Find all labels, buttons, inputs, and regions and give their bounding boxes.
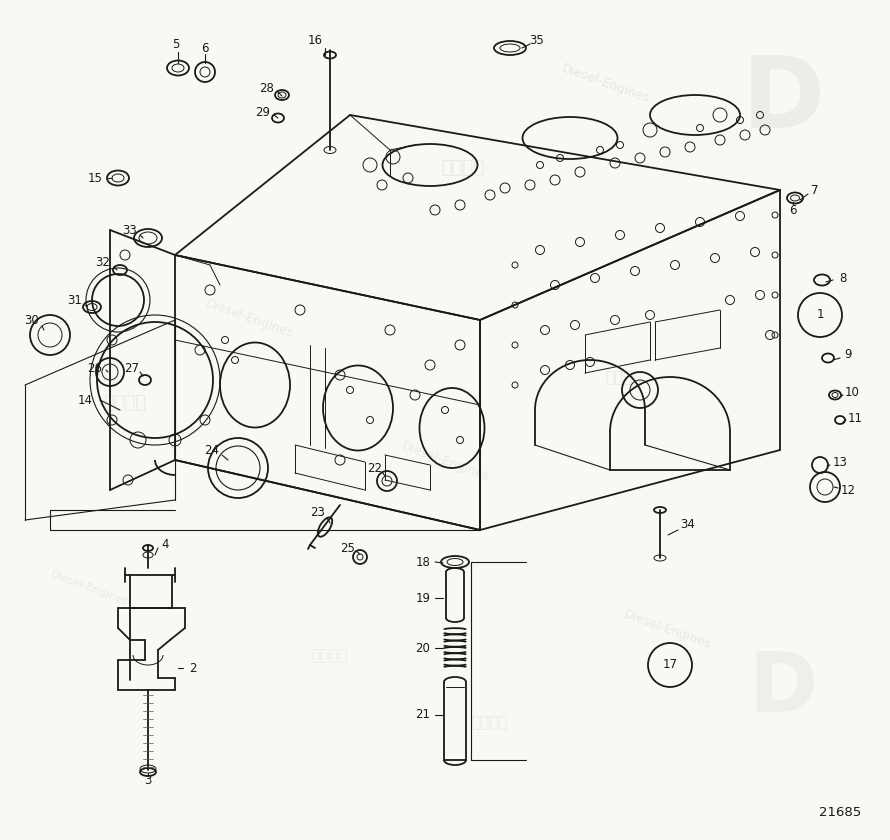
Text: 26: 26 <box>87 361 102 375</box>
Text: 25: 25 <box>341 542 355 554</box>
Text: 8: 8 <box>839 271 846 285</box>
Text: 5: 5 <box>173 39 180 51</box>
Text: 32: 32 <box>95 255 110 269</box>
Text: 11: 11 <box>847 412 862 424</box>
Text: 31: 31 <box>68 293 83 307</box>
Text: 12: 12 <box>840 484 855 496</box>
Text: 27: 27 <box>125 361 140 375</box>
Text: 34: 34 <box>681 518 695 532</box>
Text: 柴发动力: 柴发动力 <box>311 648 348 663</box>
Text: 柴发动力: 柴发动力 <box>604 370 642 386</box>
Text: 28: 28 <box>260 81 274 94</box>
Text: 1: 1 <box>816 308 824 322</box>
Text: D: D <box>748 648 818 729</box>
Text: 33: 33 <box>123 223 137 237</box>
Text: 21685: 21685 <box>819 806 862 818</box>
Text: Diesel-Engines: Diesel-Engines <box>400 440 490 484</box>
Text: 6: 6 <box>201 41 209 55</box>
Text: 19: 19 <box>416 591 431 605</box>
Text: 14: 14 <box>77 393 93 407</box>
Text: Diesel-Engines: Diesel-Engines <box>622 608 713 652</box>
Text: Diesel-Engines: Diesel-Engines <box>204 297 295 341</box>
Text: 柴发动力: 柴发动力 <box>471 715 508 730</box>
Text: 24: 24 <box>205 444 220 456</box>
Text: 15: 15 <box>87 171 102 185</box>
Text: 柴发动力: 柴发动力 <box>441 159 484 177</box>
Text: Diesel-Engines: Diesel-Engines <box>560 62 651 106</box>
Text: 30: 30 <box>25 313 39 327</box>
Text: 21: 21 <box>416 708 431 722</box>
Text: 6: 6 <box>789 203 797 217</box>
Text: 16: 16 <box>308 34 322 46</box>
Text: 23: 23 <box>311 506 326 518</box>
Text: 9: 9 <box>845 349 852 361</box>
Text: 29: 29 <box>255 106 271 118</box>
Text: 柴发动力: 柴发动力 <box>103 394 146 412</box>
Text: 17: 17 <box>662 659 677 671</box>
Text: D: D <box>741 52 825 150</box>
Text: Diesel-Engines: Diesel-Engines <box>49 570 129 606</box>
Text: 2: 2 <box>190 662 197 675</box>
Text: 18: 18 <box>416 555 431 569</box>
Text: 20: 20 <box>416 642 431 654</box>
Text: 22: 22 <box>368 461 383 475</box>
Text: 35: 35 <box>530 34 545 46</box>
Text: 4: 4 <box>161 538 169 552</box>
Text: 7: 7 <box>812 183 819 197</box>
Text: 10: 10 <box>845 386 860 398</box>
Text: 13: 13 <box>832 456 847 470</box>
Text: 3: 3 <box>144 774 151 786</box>
